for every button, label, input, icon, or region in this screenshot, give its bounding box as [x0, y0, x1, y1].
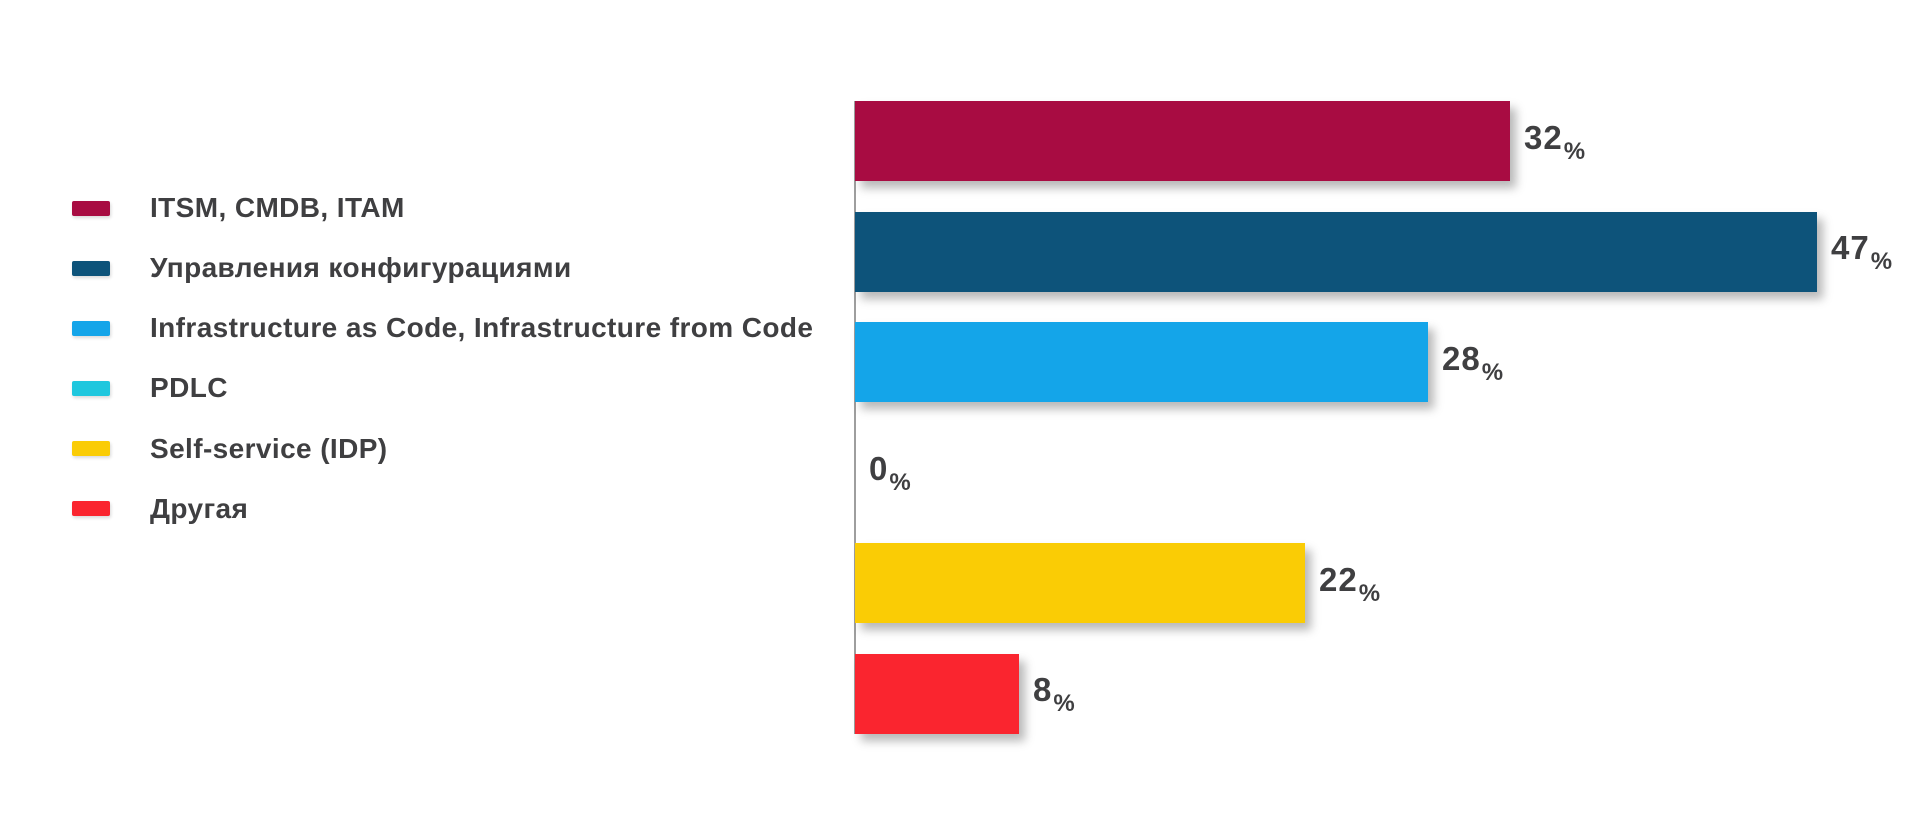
bar-rows: 32% 47% 28% 0% 22% 8% — [855, 101, 1892, 734]
legend-item: ITSM, CMDB, ITAM — [72, 191, 813, 225]
bar-row: 32% — [855, 101, 1892, 181]
bar-value-number: 22 — [1319, 560, 1358, 598]
bar-value-label: 0% — [869, 450, 911, 496]
legend-item: PDLC — [72, 371, 813, 405]
legend-item: Управления конфигурациями — [72, 251, 813, 285]
bar — [855, 653, 1019, 734]
legend-swatch — [72, 441, 110, 457]
percent-sign: % — [1563, 137, 1586, 165]
legend-item: Infrastructure as Code, Infrastructure f… — [72, 311, 813, 345]
legend-label: Self-service (IDP) — [150, 432, 388, 464]
bar-value-label: 8% — [1033, 671, 1075, 717]
chart-area: 32% 47% 28% 0% 22% 8% — [854, 101, 1892, 734]
legend-swatch — [72, 501, 110, 517]
bar-value-number: 47 — [1831, 229, 1870, 266]
legend: ITSM, CMDB, ITAM Управления конфигурациям… — [72, 191, 813, 526]
percent-sign: % — [1358, 579, 1381, 607]
y-axis-line — [854, 101, 856, 734]
bar-value-number: 8 — [1033, 671, 1053, 708]
legend-item: Другая — [72, 492, 813, 526]
bar-value-number: 32 — [1524, 118, 1563, 156]
legend-swatch — [72, 320, 110, 336]
bar — [855, 543, 1305, 623]
legend-label: PDLC — [150, 372, 228, 404]
legend-swatch — [72, 260, 110, 276]
bar — [855, 322, 1428, 402]
legend-item: Self-service (IDP) — [72, 432, 813, 466]
legend-swatch — [72, 200, 110, 216]
legend-label: ITSM, CMDB, ITAM — [150, 192, 405, 223]
bar-row: 8% — [855, 653, 1892, 734]
legend-label: Управления конфигурациями — [150, 252, 572, 284]
percent-sign: % — [889, 469, 911, 496]
bar — [855, 211, 1817, 292]
legend-swatch — [72, 381, 110, 397]
bar-value-label: 28% — [1442, 339, 1504, 386]
bar-row: 47% — [855, 211, 1893, 292]
bar-value-label: 32% — [1524, 118, 1586, 165]
bar-value-number: 28 — [1442, 339, 1481, 377]
legend-label: Infrastructure as Code, Infrastructure f… — [150, 312, 814, 344]
percent-sign: % — [1481, 358, 1504, 386]
percent-sign: % — [1870, 248, 1893, 275]
bar-value-label: 22% — [1319, 560, 1381, 607]
bar-value-number: 0 — [869, 450, 889, 487]
percent-sign: % — [1053, 690, 1075, 717]
bar-row: 22% — [855, 543, 1892, 623]
bar-row: 0% — [855, 433, 1892, 513]
bar-row: 28% — [855, 322, 1892, 402]
bar-value-label: 47% — [1831, 229, 1893, 275]
legend-label: Другая — [150, 492, 249, 524]
bar — [855, 101, 1510, 181]
